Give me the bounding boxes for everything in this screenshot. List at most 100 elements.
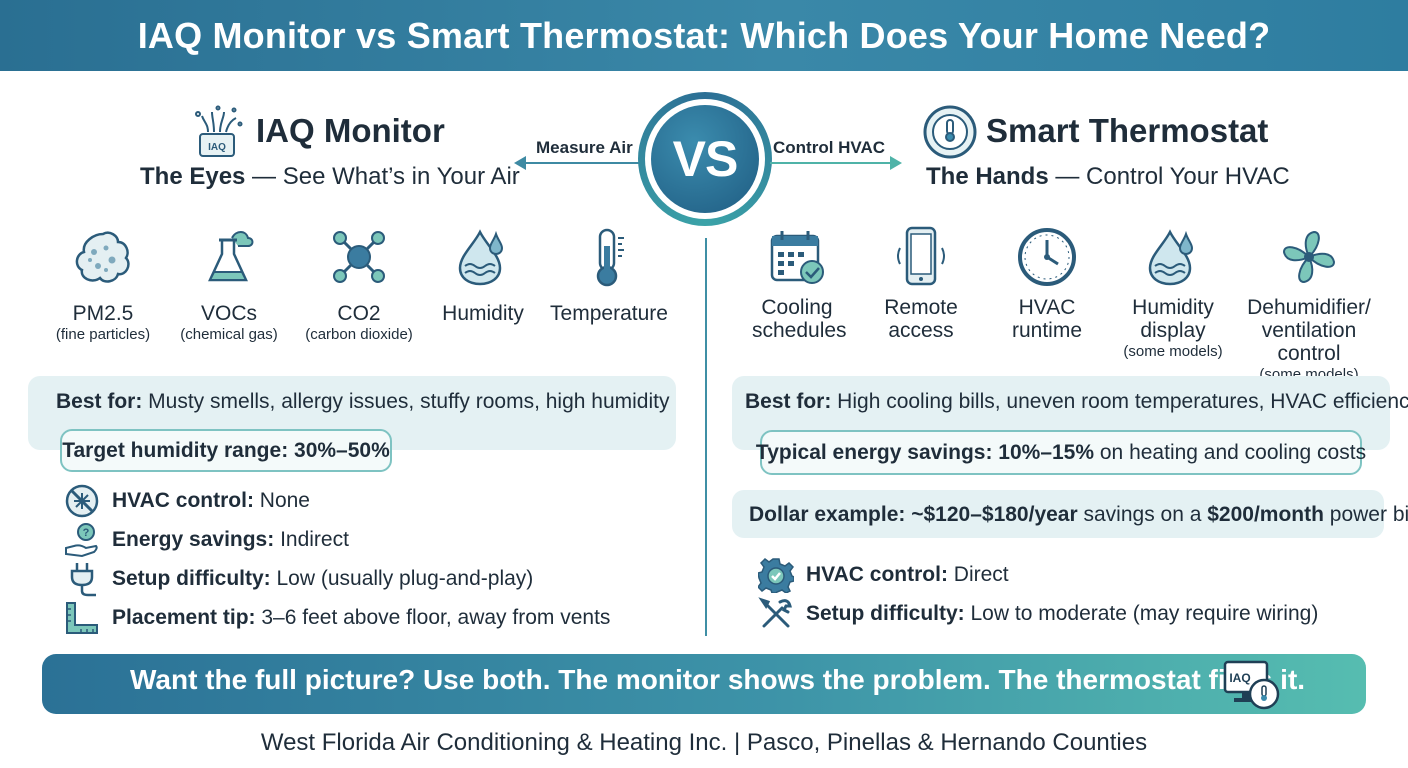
feature-name: Humidity display (1132, 296, 1214, 342)
dollar-example-text: Dollar example: ~$120–$180/year savings … (749, 503, 1408, 527)
feature-humidity: Humidity (428, 226, 538, 325)
spec-label: Setup difficulty: (112, 567, 271, 590)
spec-value: 3–6 feet above floor, away from vents (255, 606, 611, 629)
thermostat-subtitle: The Hands — Control Your HVAC (926, 163, 1290, 191)
iaq-best-for-text: Best for: Musty smells, allergy issues, … (56, 390, 669, 414)
dollar-example-panel (732, 490, 1384, 538)
best-for-label: Best for: (56, 390, 143, 413)
spec-value: None (253, 489, 310, 512)
thermostat-best-for-text: Best for: High cooling bills, uneven roo… (745, 390, 1408, 414)
iaq-monitor-subtitle: The Eyes — See What’s in Your Air (140, 163, 520, 191)
feature-name: Temperature (550, 302, 668, 325)
spec-label: Placement tip: (112, 606, 256, 629)
particles-icon (75, 231, 130, 283)
feature-name: Dehumidifier/ ventilation control (1247, 296, 1371, 365)
arrow-left-line (524, 162, 640, 164)
iaq-device-icon: IAQ (190, 104, 246, 160)
feature-name: Remote access (884, 296, 958, 342)
spec-hvac-control-iaq: HVAC control: None (64, 483, 310, 519)
feature-hvac-runtime: HVAC runtime (992, 226, 1102, 342)
feature-name: PM2.5 (72, 302, 134, 325)
smart-thermostat-title: Smart Thermostat (986, 112, 1269, 149)
dollar-example-mid: savings on a (1077, 503, 1208, 526)
center-divider (705, 238, 707, 636)
water-drop-icon (1148, 229, 1194, 286)
ruler-icon (66, 602, 98, 634)
spec-value: Low to moderate (may require wiring) (964, 602, 1319, 625)
dollar-example-bold: Dollar example: ~$120–$180/year (749, 503, 1078, 526)
target-humidity-text: Target humidity range: 30%–50% (62, 438, 390, 462)
gear-check-icon (758, 558, 794, 593)
thermometer-icon (596, 228, 624, 287)
feature-remote-access: Remote access (866, 226, 976, 342)
energy-savings-rest: on heating and cooling costs (1094, 440, 1367, 464)
iaq-subtitle-rest: — See What’s in Your Air (245, 163, 520, 190)
spec-label: HVAC control: (806, 563, 948, 586)
iaq-subtitle-bold: The Eyes (140, 163, 246, 190)
spec-setup-difficulty-thermostat: Setup difficulty: Low to moderate (may r… (758, 596, 1318, 632)
measure-air-label: Measure Air (536, 138, 633, 157)
molecule-icon (333, 231, 385, 283)
spec-setup-difficulty-iaq: Setup difficulty: Low (usually plug-and-… (64, 561, 533, 597)
spec-value: Low (usually plug-and-play) (270, 567, 534, 590)
spec-energy-savings-iaq: ? Energy savings: Indirect (64, 522, 349, 558)
best-for-value: High cooling bills, uneven room temperat… (831, 390, 1408, 413)
water-drop-icon (458, 229, 504, 286)
clock-icon (1018, 228, 1076, 286)
thermostat-device-icon (922, 104, 978, 160)
feature-dehumidifier: Dehumidifier/ ventilation control (some … (1232, 226, 1386, 384)
feature-vocs: VOCs (chemical gas) (174, 226, 284, 344)
feature-temperature: Temperature (546, 226, 672, 325)
fan-icon (1282, 230, 1336, 284)
spec-label: Setup difficulty: (806, 602, 965, 625)
feature-name: Humidity (442, 302, 524, 325)
cta-icon-label: IAQ (1229, 671, 1250, 685)
cta-text: Want the full picture? Use both. The mon… (130, 664, 1306, 695)
spec-value: Direct (947, 563, 1009, 586)
calendar-icon (770, 231, 824, 284)
feature-note: (chemical gas) (180, 326, 278, 343)
vs-badge: VS (638, 92, 772, 226)
spec-placement-tip: Placement tip: 3–6 feet above floor, awa… (64, 600, 610, 636)
best-for-label: Best for: (745, 390, 832, 413)
plug-icon (70, 563, 96, 597)
hand-savings-icon: ? (65, 523, 98, 558)
spec-label: Energy savings: (112, 528, 275, 551)
energy-savings-bold: Typical energy savings: 10%–15% (755, 440, 1095, 464)
feature-name: Cooling schedules (752, 296, 847, 342)
feature-note: (some models) (1123, 343, 1223, 360)
feature-pm25: PM2.5 (fine particles) (48, 226, 158, 344)
page-title: IAQ Monitor vs Smart Thermostat: Which D… (137, 14, 1271, 56)
arrow-right-icon (890, 156, 902, 170)
tools-icon (758, 597, 792, 628)
spec-value: Indirect (274, 528, 349, 551)
energy-savings-pill: Typical energy savings: 10%–15% on heati… (756, 430, 1366, 475)
feature-note: (carbon dioxide) (305, 326, 413, 343)
feature-note: (fine particles) (55, 326, 151, 343)
vs-text: VS (672, 131, 739, 187)
feature-name: HVAC runtime (1012, 296, 1083, 342)
spec-label: HVAC control: (112, 489, 254, 512)
dollar-example-bill: $200/month (1207, 503, 1324, 526)
feature-name: VOCs (200, 302, 257, 325)
arrow-right-line (770, 162, 892, 164)
iaq-monitor-title: IAQ Monitor (256, 112, 445, 149)
target-humidity-pill: Target humidity range: 30%–50% (60, 429, 392, 472)
control-hvac-label: Control HVAC (773, 138, 886, 157)
phone-icon (897, 226, 945, 286)
thermostat-subtitle-rest: — Control Your HVAC (1048, 163, 1290, 190)
feature-humidity-display: Humidity display (some models) (1114, 226, 1232, 361)
feature-co2: CO2 (carbon dioxide) (296, 226, 422, 344)
no-hvac-icon (65, 484, 99, 518)
spec-hvac-control-thermostat: HVAC control: Direct (758, 557, 1009, 593)
footer-company: West Florida Air Conditioning & Heating … (260, 729, 1148, 756)
thermostat-subtitle-bold: The Hands (926, 163, 1049, 190)
feature-cooling-schedules: Cooling schedules (742, 226, 852, 342)
dollar-example-rest: power bill (1329, 503, 1408, 526)
iaq-icon-label: IAQ (208, 142, 226, 153)
flask-icon (208, 231, 254, 282)
best-for-value: Musty smells, allergy issues, stuffy roo… (142, 390, 670, 413)
feature-name: CO2 (337, 302, 381, 325)
arrow-left-icon (514, 156, 526, 170)
svg-text:?: ? (83, 527, 90, 539)
